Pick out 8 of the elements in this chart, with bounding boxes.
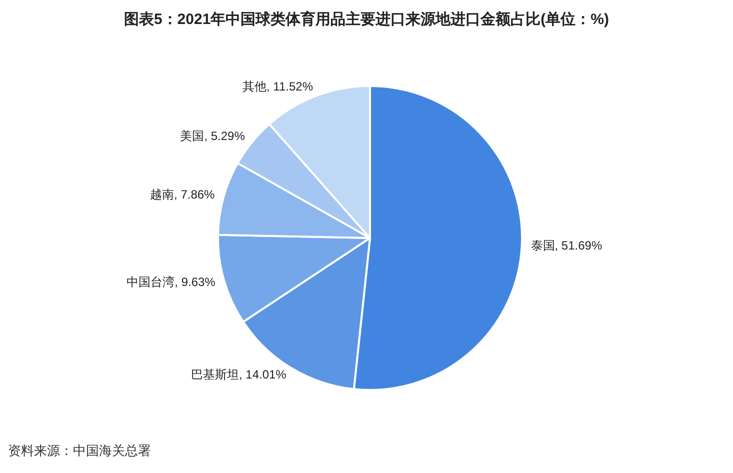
slice-label: 中国台湾, 9.63% [126,274,216,289]
chart-title: 图表5：2021年中国球类体育用品主要进口来源地进口金额占比(单位：%) [124,10,610,28]
slice-label: 巴基斯坦, 14.01% [190,368,287,382]
slice-label: 越南, 7.86% [150,188,216,202]
slice-label: 美国, 5.29% [180,128,246,143]
slice-label: 其他, 11.52% [242,80,314,94]
text: 资料来源：中国海关总署 [8,443,151,458]
slice-label: 泰国, 51.69% [530,238,602,253]
